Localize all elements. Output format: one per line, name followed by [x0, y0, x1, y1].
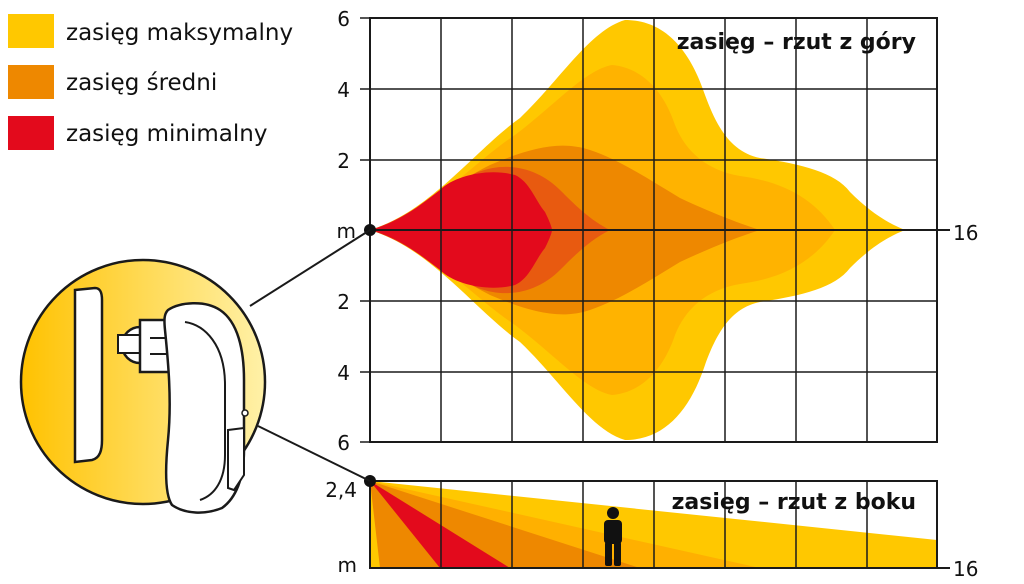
legend-label-min: zasięg minimalny [66, 121, 267, 147]
side-range-near [370, 481, 440, 568]
side-y-tick-label: 2,4 [325, 478, 357, 502]
top-view-y-ticks: 6 4 2 m 2 4 6 [337, 7, 356, 455]
legend-label-max: zasięg maksymalny [66, 20, 293, 46]
y-tick-label: 2 [337, 290, 350, 314]
top-view-title: zasięg – rzut z góry [677, 30, 916, 55]
y-tick-label: 6 [337, 7, 350, 31]
legend-item-mid: zasięg średni [8, 65, 217, 99]
leader-lines [249, 229, 371, 482]
legend-label-mid: zasięg średni [66, 70, 217, 96]
y-tick-label: 6 [337, 431, 350, 455]
y-tick-label: m [337, 219, 356, 243]
x-end-label: 16 [953, 221, 978, 245]
legend-swatch-mid [8, 65, 54, 99]
side-x-end-label: 16 [953, 557, 978, 581]
side-range-edge [370, 481, 380, 568]
motion-detector-icon [19, 258, 267, 514]
legend-swatch-max [8, 14, 54, 48]
side-y-tick-label: m [338, 553, 357, 577]
side-view-grid [369, 480, 950, 569]
legend: zasięg maksymalny zasięg średni zasięg m… [8, 14, 293, 150]
person-icon [604, 507, 622, 566]
legend-item-max: zasięg maksymalny [8, 14, 293, 48]
side-view-title: zasięg – rzut z boku [672, 490, 916, 515]
y-tick-label: 4 [337, 78, 350, 102]
legend-item-min: zasięg minimalny [8, 116, 267, 150]
y-tick-label: 4 [337, 361, 350, 385]
legend-swatch-min [8, 116, 54, 150]
top-view-chart: zasięg – rzut z góry 6 4 2 m 2 4 6 16 [337, 7, 979, 455]
side-view-chart: zasięg – rzut z boku 2,4 m 16 [325, 475, 978, 581]
y-tick-label: 2 [337, 149, 350, 173]
